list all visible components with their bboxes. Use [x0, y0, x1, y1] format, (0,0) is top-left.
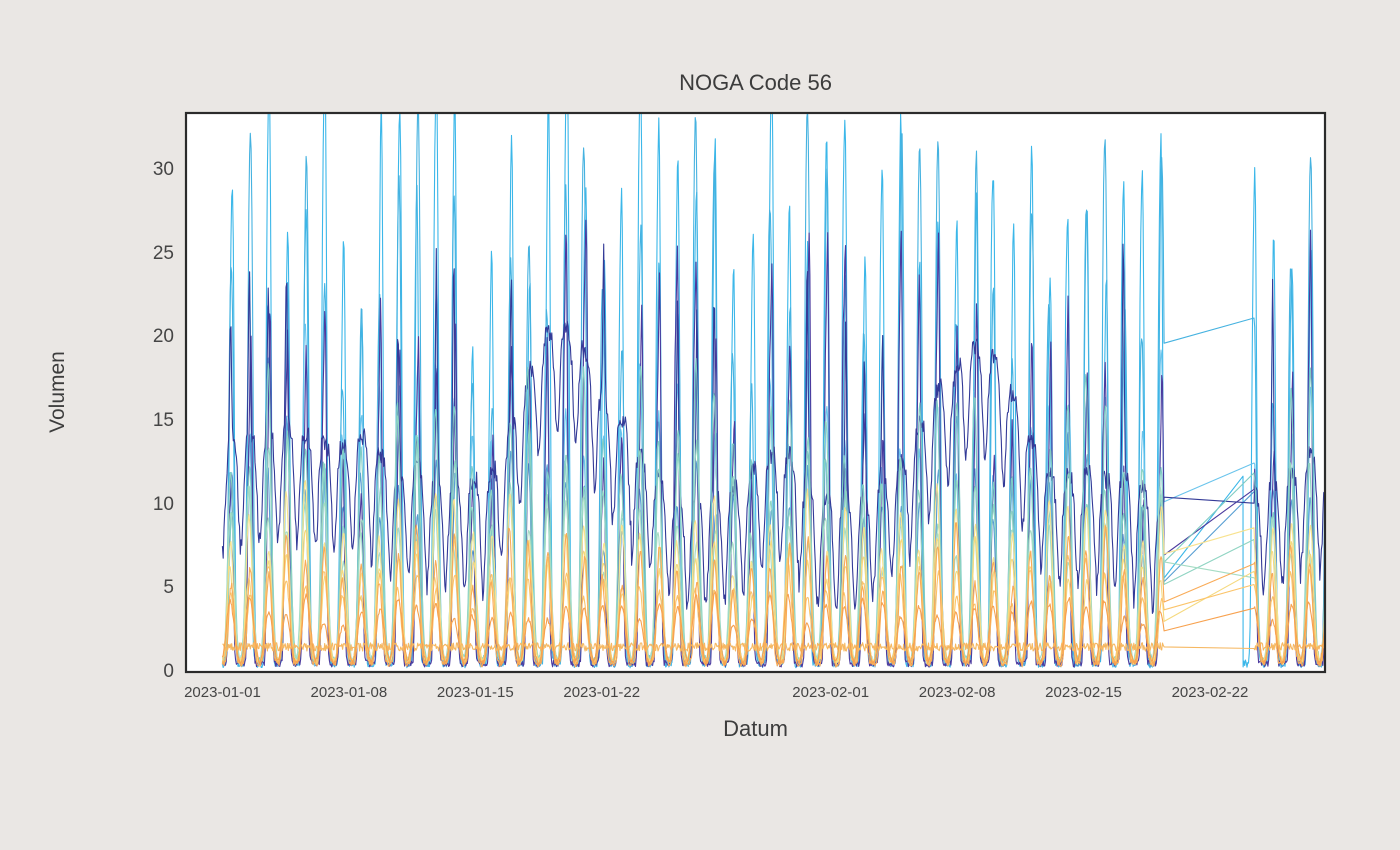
y-tick-label: 15	[152, 409, 174, 431]
y-tick-label: 10	[152, 493, 174, 515]
x-axis-label: Datum	[723, 716, 788, 741]
y-tick-label: 25	[152, 242, 174, 264]
x-tick-label: 2023-02-01	[792, 684, 870, 701]
x-tick-label: 2023-02-15	[1045, 684, 1122, 701]
y-tick-label: 20	[152, 326, 174, 348]
x-tick-label: 2023-01-08	[310, 684, 388, 701]
x-tick-label: 2023-01-22	[563, 684, 641, 701]
plot-frame	[184, 111, 1327, 674]
series-line-orange-2	[221, 591, 1324, 666]
series-line-orange-1	[221, 522, 1324, 668]
line-series-group	[221, 114, 1324, 669]
x-tick-label: 2023-01-15	[436, 684, 514, 701]
y-tick-label: 5	[163, 577, 174, 599]
y-tick-label: 0	[163, 661, 174, 682]
chart-title: NOGA Code 56	[679, 70, 832, 95]
y-axis-label: Volumen	[46, 351, 69, 433]
x-tick-label: 2023-01-01	[184, 684, 261, 701]
x-tick-label: 2023-02-08	[918, 684, 996, 701]
y-tick-label: 30	[152, 158, 174, 180]
series-line-teal-2	[221, 415, 1324, 666]
x-tick-label: 2023-02-22	[1171, 684, 1249, 701]
